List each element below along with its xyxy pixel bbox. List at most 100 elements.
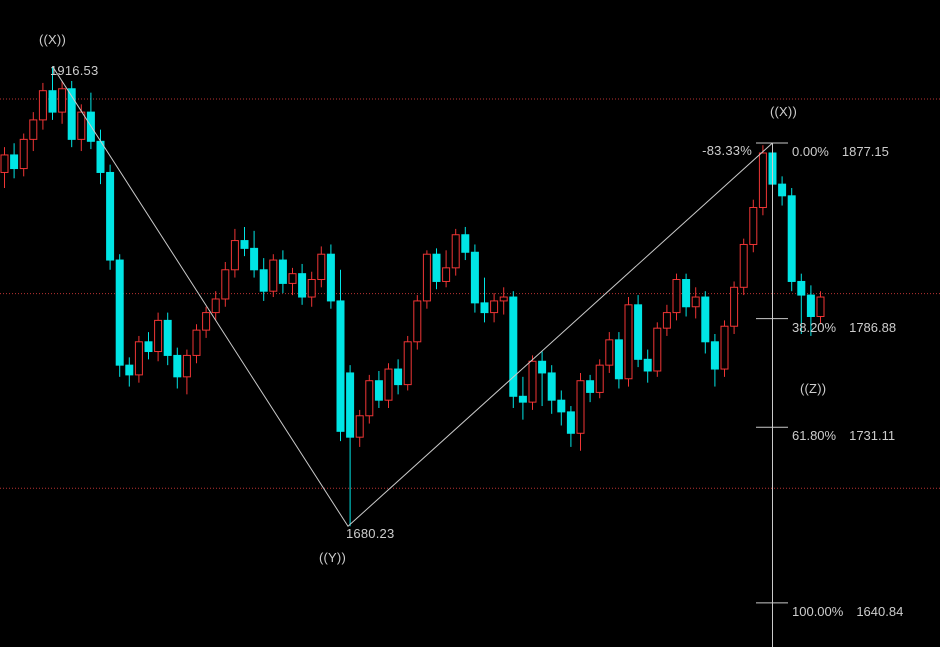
bull-candle-body xyxy=(269,259,278,292)
bull-candle-body xyxy=(605,339,614,366)
bull-candle-body xyxy=(365,380,374,417)
bull-candle-body xyxy=(528,360,537,403)
bull-candle-body xyxy=(442,267,451,282)
bear-candle-body xyxy=(250,247,259,271)
bear-candle-body xyxy=(566,411,575,434)
bear-candle-body xyxy=(538,360,547,374)
bear-candle-body xyxy=(710,341,719,370)
wave-label-x-left: ((X)) xyxy=(39,32,66,47)
bear-candle-body xyxy=(374,380,383,401)
fib-level-2: 61.80% 1731.11 xyxy=(792,429,895,442)
peak-price-tag: 1916.53 xyxy=(50,63,99,78)
bull-candle-body xyxy=(307,279,316,298)
price-gridlines xyxy=(0,98,940,489)
bull-candle-body xyxy=(624,304,633,380)
fib-percent: 100.00% xyxy=(792,603,844,619)
bear-candle-body xyxy=(10,154,19,170)
bull-candle-body xyxy=(739,243,748,288)
fib-percent: 61.80% xyxy=(792,428,837,444)
bull-candle-body xyxy=(749,206,758,245)
fibonacci-retracement[interactable] xyxy=(756,142,788,647)
bear-candle-body xyxy=(787,195,796,282)
wave-label-z: ((Z)) xyxy=(800,381,827,396)
bull-candle-body xyxy=(230,240,239,271)
bear-candle-body xyxy=(682,279,691,308)
bull-candle-body xyxy=(192,329,201,356)
bull-candle-body xyxy=(221,269,230,300)
bull-candle-body xyxy=(38,90,47,121)
fib-extension-label: -83.33% xyxy=(702,143,752,158)
bull-candle-body xyxy=(19,138,28,170)
fib-percent: 38.20% xyxy=(792,319,837,335)
bear-candle-body xyxy=(586,380,595,393)
candles xyxy=(0,66,825,527)
bear-candle-body xyxy=(48,90,57,113)
bull-candle-body xyxy=(0,154,9,173)
bear-candle-body xyxy=(701,296,710,343)
bull-candle-body xyxy=(595,364,604,393)
fib-level-1: 38.20% 1786.88 xyxy=(792,321,896,334)
fib-price: 1877.15 xyxy=(841,143,889,159)
bull-candle-body xyxy=(653,327,662,372)
bear-candle-body xyxy=(614,339,623,380)
bull-candle-body xyxy=(816,296,825,317)
bear-candle-body xyxy=(326,253,335,302)
bull-candle-body xyxy=(355,415,364,438)
bear-candle-body xyxy=(643,358,652,372)
bear-candle-body xyxy=(173,354,182,378)
bull-candle-body xyxy=(758,152,767,208)
zigzag-pattern-lines[interactable] xyxy=(52,66,773,528)
bear-candle-body xyxy=(106,171,115,261)
bear-candle-body xyxy=(806,294,815,317)
bull-candle-body xyxy=(182,354,191,378)
bear-candle-body xyxy=(518,395,527,403)
bear-candle-body xyxy=(432,253,441,282)
bear-candle-body xyxy=(115,259,124,366)
bull-candle-body xyxy=(662,312,671,329)
bull-candle-body xyxy=(576,380,585,434)
bear-candle-body xyxy=(557,399,566,413)
bull-candle-body xyxy=(691,296,700,308)
bear-candle-body xyxy=(470,251,479,304)
bear-candle-body xyxy=(797,280,806,296)
bull-candle-body xyxy=(211,298,220,314)
bear-candle-body xyxy=(163,319,172,356)
bull-candle-body xyxy=(58,88,67,113)
bear-candle-body xyxy=(394,368,403,386)
fib-level-3: 100.00% 1640.84 xyxy=(792,605,903,618)
wave-label-x-right: ((X)) xyxy=(770,104,797,119)
bear-candle-body xyxy=(96,140,105,173)
bull-candle-body xyxy=(288,273,297,284)
bear-candle-body xyxy=(298,273,307,298)
fib-price: 1786.88 xyxy=(849,319,897,335)
bear-candle-body xyxy=(634,304,643,360)
bull-candle-body xyxy=(730,286,739,327)
bull-candle-body xyxy=(451,234,460,269)
bull-candle-body xyxy=(384,368,393,401)
bear-candle-body xyxy=(125,364,134,376)
bull-candle-body xyxy=(317,253,326,281)
fib-price: 1731.11 xyxy=(849,428,896,444)
zigzag-line[interactable] xyxy=(52,66,773,528)
bear-candle-body xyxy=(144,341,153,353)
bear-candle-body xyxy=(278,259,287,284)
bull-candle-body xyxy=(720,325,729,370)
bull-candle-body xyxy=(154,319,163,353)
bear-candle-body xyxy=(480,302,489,314)
bull-candle-body xyxy=(422,253,431,302)
bear-candle-body xyxy=(346,372,355,438)
fib-level-0: 0.00% 1877.15 xyxy=(792,145,889,158)
trough-price-tag: 1680.23 xyxy=(346,526,395,541)
fib-price: 1640.84 xyxy=(856,603,904,619)
bull-candle-body xyxy=(403,341,412,386)
bull-candle-body xyxy=(77,111,86,140)
bear-candle-body xyxy=(259,269,268,292)
bull-candle-body xyxy=(499,296,508,302)
bear-candle-body xyxy=(240,240,249,249)
fib-percent: 0.00% xyxy=(792,143,829,159)
bull-candle-body xyxy=(413,300,422,343)
wave-label-y: ((Y)) xyxy=(319,550,346,565)
bear-candle-body xyxy=(547,372,556,401)
